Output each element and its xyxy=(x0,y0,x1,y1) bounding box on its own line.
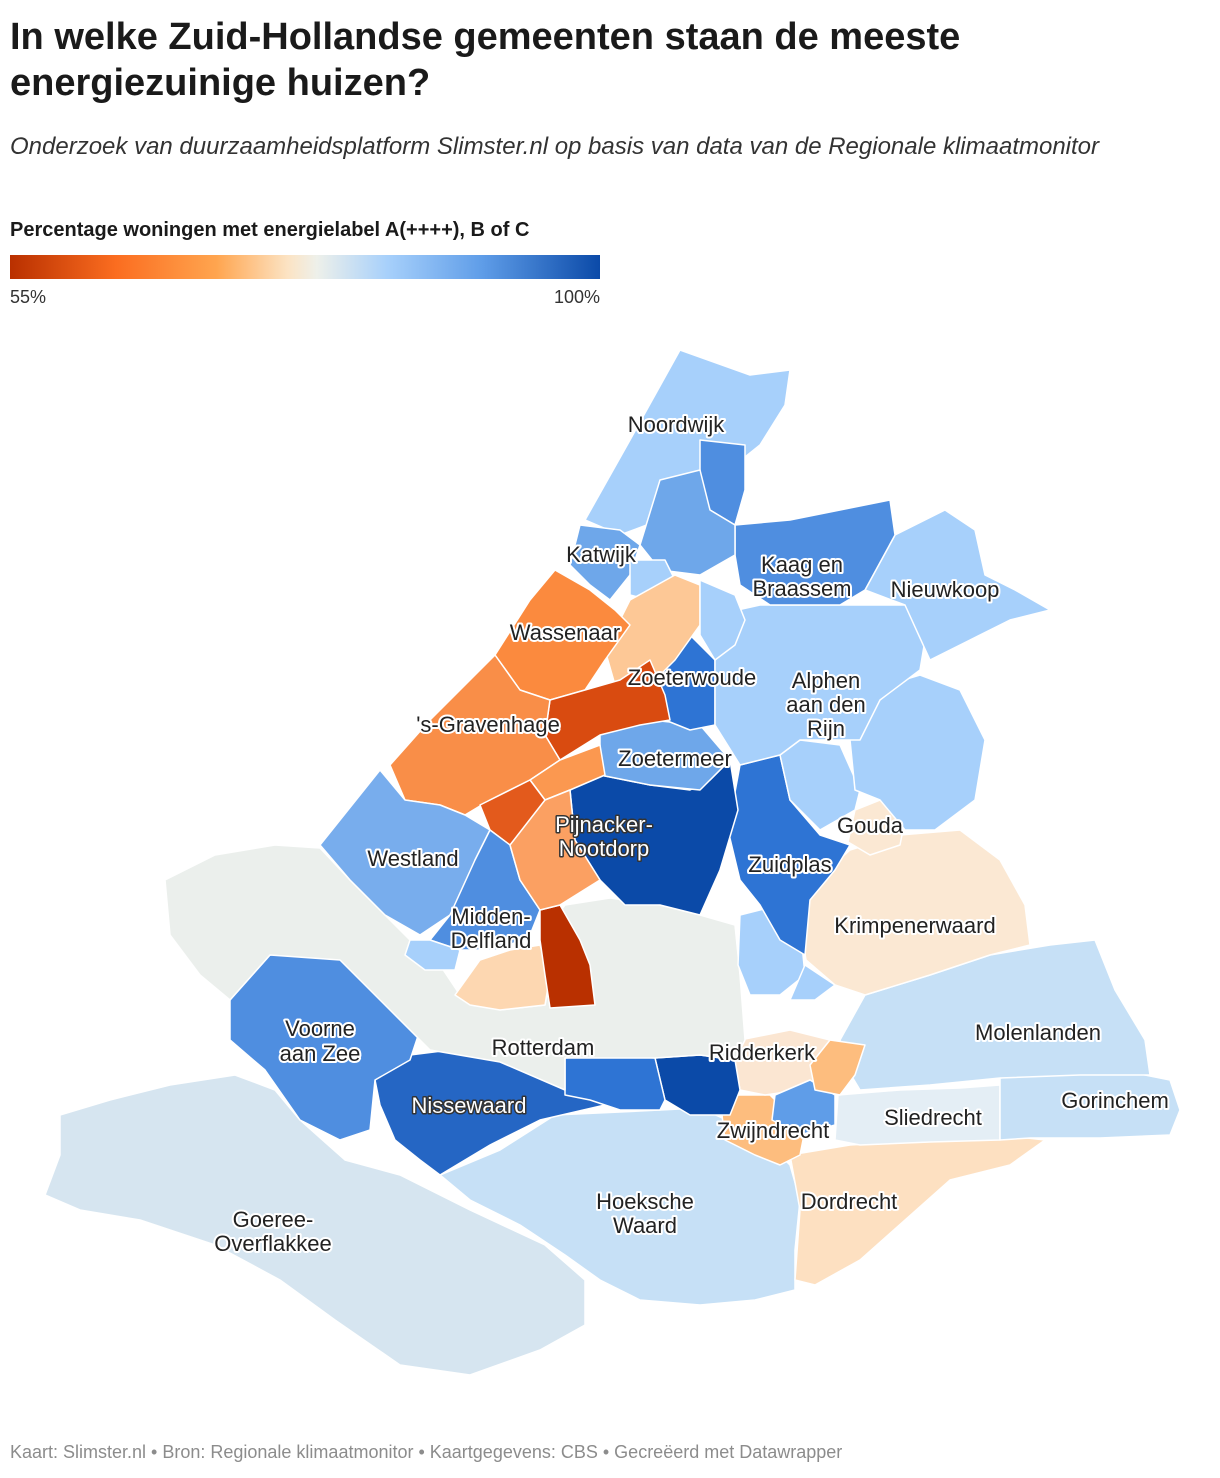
region-hendrik-ido-ambacht[interactable] xyxy=(771,1079,836,1136)
label-ridderkerk: Ridderkerk xyxy=(709,1040,816,1065)
region-goeree-overflakkee[interactable] xyxy=(44,1074,586,1376)
label-molenlanden: Molenlanden xyxy=(975,1020,1101,1045)
label-nieuwkoop: Nieuwkoop xyxy=(891,577,1000,602)
label-voorne-2: aan Zee xyxy=(280,1041,361,1066)
region-krimpenerwaard[interactable] xyxy=(799,829,1031,996)
region-kaag-en-braassem[interactable] xyxy=(734,499,896,606)
label-katwijk: Katwijk xyxy=(566,542,637,567)
region-waddinxveen[interactable] xyxy=(779,739,861,831)
legend-color-scale xyxy=(10,255,600,279)
label-alphen-2: aan den xyxy=(786,692,866,717)
region-bodegraven[interactable] xyxy=(849,674,986,831)
label-alphen-1: Alphen xyxy=(792,668,861,693)
chart-title: In welke Zuid-Hollandse gemeenten staan … xyxy=(10,16,961,104)
label-krimpenerwaard: Krimpenerwaard xyxy=(834,913,995,938)
label-hoeksche-1: Hoeksche xyxy=(596,1189,694,1214)
label-alphen-3: Rijn xyxy=(807,716,845,741)
region-delft-south[interactable] xyxy=(509,789,601,911)
label-gravenhage: 's-Gravenhage xyxy=(416,712,560,737)
label-zoetermeer: Zoetermeer xyxy=(618,746,732,771)
label-dordrecht: Dordrecht xyxy=(801,1189,898,1214)
label-pijnacker-1: Pijnacker- xyxy=(555,812,653,837)
region-leiderdorp[interactable] xyxy=(699,579,746,661)
label-voorne-1: Voorne xyxy=(285,1016,355,1041)
region-vlaardingen[interactable] xyxy=(454,944,551,1011)
label-kaag-1: Kaag en xyxy=(761,552,843,577)
region-lansingerland[interactable] xyxy=(789,964,836,1001)
label-rotterdam: Rotterdam xyxy=(492,1035,595,1060)
region-nieuwkoop[interactable] xyxy=(864,509,1051,661)
region-alblasserdam[interactable] xyxy=(809,1039,866,1096)
label-zoeterwoude: Zoeterwoude xyxy=(628,665,756,690)
label-gouda: Gouda xyxy=(837,813,904,838)
label-sliedrecht: Sliedrecht xyxy=(884,1105,982,1130)
region-schiedam[interactable] xyxy=(539,904,596,1009)
label-westland: Westland xyxy=(367,846,458,871)
region-rotterdam[interactable] xyxy=(164,844,746,1091)
label-nissewaard: Nissewaard xyxy=(412,1093,527,1118)
label-pijnacker-2: Nootdorp xyxy=(559,836,650,861)
region-oegstgeest[interactable] xyxy=(639,469,736,576)
region-voorschoten[interactable] xyxy=(604,574,701,691)
label-midden-delfland-2: Delfland xyxy=(451,928,532,953)
label-hoeksche-2: Waard xyxy=(613,1213,677,1238)
label-goeree-1: Goeree- xyxy=(233,1207,314,1232)
legend-max-label: 100% xyxy=(553,287,600,307)
label-kaag-2: Braassem xyxy=(752,576,851,601)
region-alphen-aan-den-rijn[interactable] xyxy=(714,604,926,766)
label-gorinchem: Gorinchem xyxy=(1061,1088,1169,1113)
choropleth-map: Noordwijk Katwijk Kaag en Braassem Nieuw… xyxy=(44,349,1181,1376)
chart-subtitle: Onderzoek van duurzaamheidsplatform Slim… xyxy=(10,133,1100,160)
legend-min-label: 55% xyxy=(10,287,47,307)
region-katwijk[interactable] xyxy=(569,524,641,601)
region-maassluis[interactable] xyxy=(404,939,461,971)
footer-credits: Kaart: Slimster.nl • Bron: Regionale kli… xyxy=(10,1442,843,1462)
legend-title: Percentage woningen met energielabel A(+… xyxy=(10,219,530,241)
label-zuidplas: Zuidplas xyxy=(748,852,831,877)
label-midden-delfland-1: Midden- xyxy=(451,904,530,929)
label-goeree-2: Overflakkee xyxy=(214,1231,331,1256)
label-zwijndrecht: Zwijndrecht xyxy=(717,1118,829,1143)
label-wassenaar: Wassenaar xyxy=(510,620,620,645)
label-noordwijk: Noordwijk xyxy=(628,412,726,437)
